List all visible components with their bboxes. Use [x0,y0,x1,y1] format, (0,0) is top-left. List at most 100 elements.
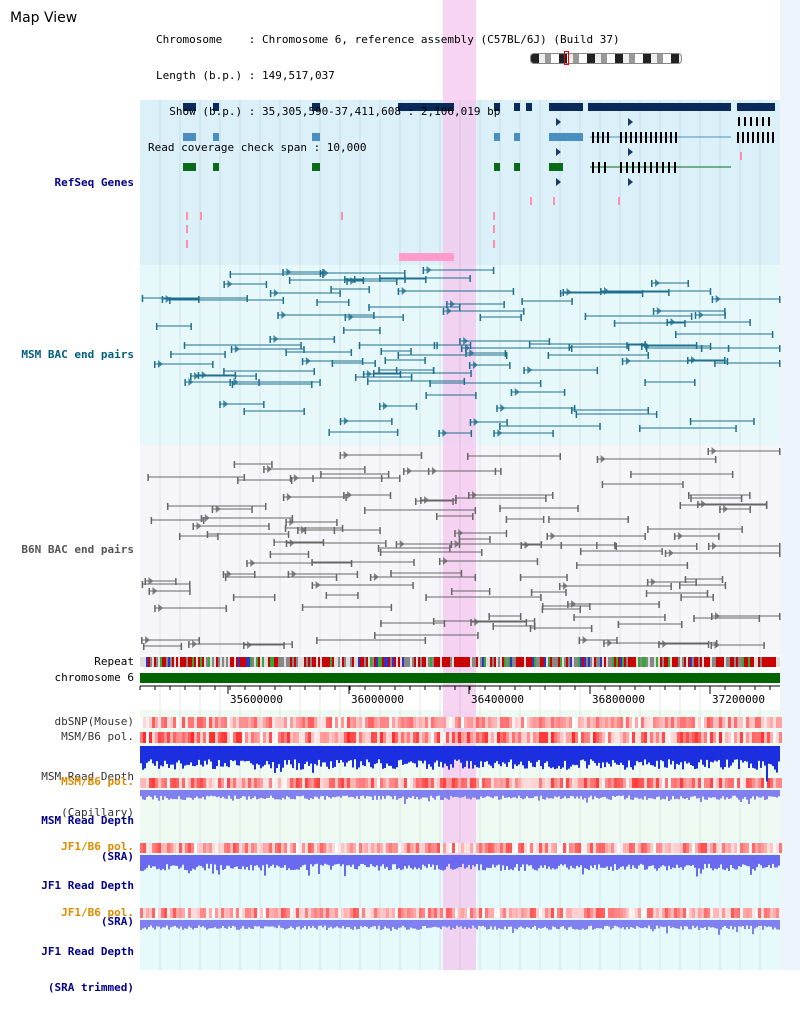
dbsnp-heat [536,717,539,728]
jf1-read-depth-sra-bar [248,855,250,871]
chromosome-ideogram[interactable] [530,53,682,64]
jf1-read-depth-sra-bar [326,855,328,865]
repeat-feature [252,657,254,667]
msm-read-depth-capillary-bar [658,746,660,769]
msm-read-depth-sra-bar [140,790,142,797]
track-label-msm-b6-pol-2[interactable]: MSM/B6 pol. [61,775,134,788]
track-label-b6n-bac[interactable]: B6N BAC end pairs [21,543,134,556]
repeat-feature [576,657,578,667]
track-label-chromosome[interactable]: chromosome 6 [54,671,134,684]
msm-read-depth-capillary-bar [712,746,714,763]
msm-b6-pol-heat [590,732,593,743]
track-label-repeat[interactable]: Repeat [94,655,134,668]
jf1-b6-pol-heat [551,908,554,918]
track-label-jf1-read-depth-sra[interactable]: JF1 Read Depth (SRA) [41,856,134,952]
gene-arrow [556,178,561,186]
dbsnp-heat [242,717,245,728]
jf1-read-depth-trimmed-bar [622,920,624,928]
jf1-b6-pol-heat [476,908,479,918]
jf1-read-depth-trimmed-bar [278,920,280,926]
jf1-b6-pol-heat [647,908,650,918]
track-label-jf1-read-depth-trim[interactable]: JF1 Read Depth (SRA trimmed) [41,922,134,1018]
repeat-feature [178,657,180,667]
repeat-feature [564,657,566,667]
jf1-b6-pol-heat [533,908,536,918]
repeat-feature [344,657,346,667]
jf1-b6-pol-heat [275,843,278,853]
repeat-feature [358,657,360,667]
msm-bac-end [470,370,472,377]
track-label-msm-bac[interactable]: MSM BAC end pairs [21,348,134,361]
msm-read-depth-capillary-bar [270,746,272,769]
track-label-refseq[interactable]: RefSeq Genes [54,176,134,189]
jf1-b6-pol-heat [311,843,314,853]
jf1-b6-pol-heat [221,908,224,918]
repeat-feature [476,657,478,667]
msm-read-depth-sra-bar [590,790,592,796]
jf1-b6-pol-heat [626,908,629,918]
repeat-feature [440,657,442,667]
msm-read-depth-capillary-bar [204,746,206,761]
track-label-msm-read-depth-sra[interactable]: MSM Read Depth (SRA) [41,791,134,887]
repeat-feature [558,657,560,667]
msm-b6-pol-heat [404,778,407,788]
repeat-feature [280,657,282,667]
dbsnp-heat [344,717,347,728]
track-label-dbsnp[interactable]: dbSNP(Mouse) [54,715,134,728]
b6n-bac-end [424,637,427,644]
msm-read-depth-sra-bar [644,790,646,797]
msm-read-depth-sra-bar [734,790,736,796]
msm-b6-pol-heat [467,778,470,788]
msm-read-depth-sra-bar [680,790,682,797]
msm-read-depth-capillary-bar [308,746,310,767]
genome-tracks-svg[interactable] [0,0,800,970]
jf1-b6-pol-heat [143,908,146,918]
msm-bac-end [446,301,448,308]
dbsnp-heat [728,717,731,728]
repeat-feature [552,657,554,667]
dbsnp-heat [710,717,713,728]
jf1-read-depth-trimmed-bar [662,920,664,928]
msm-b6-pol-heat [164,778,167,788]
msm-read-depth-capillary-bar [464,746,466,768]
msm-b6-pol-heat [509,778,512,788]
jf1-read-depth-sra-bar [146,855,148,868]
msm-b6-pol-heat [308,732,311,743]
repeat-feature [402,657,404,667]
jf1-read-depth-sra-bar [768,855,770,866]
jf1-b6-pol-heat [290,843,293,853]
jf1-b6-pol-heat [509,843,512,853]
jf1-read-depth-trimmed-bar [282,920,284,929]
dbsnp-heat [275,717,278,728]
msm-b6-pol-heat [758,732,761,743]
jf1-read-depth-trimmed-bar [462,920,464,929]
dbsnp-heat [473,717,476,728]
msm-bac-end [339,290,341,297]
b6n-bac-arrow [215,505,221,513]
track-label-jf1-b6-pol-2[interactable]: JF1/B6 pol. [61,906,134,919]
jf1-read-depth-trimmed-bar [142,920,144,929]
jf1-b6-pol-heat [395,843,398,853]
jf1-read-depth-sra-bar [170,855,172,867]
msm-b6-pol-heat [554,778,557,788]
track-label-msm-read-depth-cap[interactable]: MSM Read Depth (Capillary) [41,747,134,843]
jf1-b6-pol-heat [218,843,221,853]
msm-b6-pol-heat [155,732,158,743]
msm-bac-end [463,378,466,385]
repeat-feature [238,657,240,667]
msm-read-depth-sra-bar [228,790,230,796]
msm-read-depth-capillary-bar [676,746,678,764]
b6n-bac-end [779,550,781,557]
b6n-bac-end [573,614,575,621]
b6n-bac-end [385,540,387,547]
msm-b6-pol-heat [359,778,362,788]
repeat-feature [658,657,660,667]
msm-bac-end [559,290,562,297]
track-label-msm-b6-pol-1[interactable]: MSM/B6 pol. [61,730,134,743]
msm-b6-pol-heat [362,778,365,788]
msm-b6-pol-heat [584,778,587,788]
track-label-jf1-b6-pol-1[interactable]: JF1/B6 pol. [61,840,134,853]
jf1-b6-pol-heat [293,843,296,853]
jf1-read-depth-trimmed-bar [474,920,476,928]
msm-b6-pol-heat [731,778,734,788]
